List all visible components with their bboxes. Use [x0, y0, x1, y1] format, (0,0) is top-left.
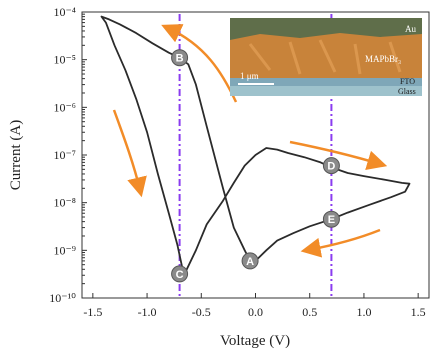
series-line — [100, 15, 411, 277]
x-tick-label: 0.0 — [248, 305, 263, 319]
y-tick-label: 10⁻⁹ — [53, 243, 76, 257]
inset-label-film: MAPbBr₃ — [365, 54, 401, 64]
x-ticks: -1.5 -1.0 -0.5 0.0 0.5 1.0 1.5 — [83, 293, 426, 319]
inset-glass-layer — [230, 86, 422, 96]
sweep-arrow — [112, 109, 147, 198]
y-tick-label: 10⁻⁶ — [53, 100, 76, 114]
y-tick-label: 10⁻⁷ — [53, 148, 76, 162]
x-tick-label: 0.5 — [302, 305, 317, 319]
inset-scale-label: 1 μm — [240, 71, 259, 81]
inset-label-fto: FTO — [400, 77, 415, 86]
marker-label: B — [176, 53, 184, 65]
x-tick-label: -1.0 — [138, 305, 157, 319]
y-tick-label: 10⁻⁸ — [53, 196, 76, 210]
marker-b — [171, 49, 189, 67]
marker-a — [241, 252, 259, 270]
x-tick-label: -1.5 — [83, 305, 102, 319]
marker-label: D — [327, 161, 335, 173]
y-axis-label: Current (A) — [8, 120, 24, 190]
sweep-arrow — [300, 228, 381, 258]
x-tick-label: 1.0 — [356, 305, 371, 319]
inset-au-layer — [230, 18, 422, 40]
point-markers: A B C D E — [171, 49, 340, 283]
inset-fto-layer — [230, 78, 422, 86]
marker-label: E — [328, 214, 335, 226]
iv-curve — [100, 15, 411, 277]
sweep-arrow — [289, 140, 388, 170]
y-ticks: 10⁻¹⁰ 10⁻⁹ 10⁻⁸ 10⁻⁷ 10⁻⁶ 10⁻⁵ 10⁻⁴ — [49, 5, 87, 305]
x-tick-label: 1.5 — [411, 305, 426, 319]
marker-e — [322, 210, 340, 228]
marker-label: C — [176, 269, 184, 281]
y-tick-label: 10⁻¹⁰ — [49, 291, 76, 305]
marker-d — [322, 157, 340, 175]
inset-film-texture — [248, 39, 402, 75]
sem-inset: 1 μm Au MAPbBr₃ FTO Glass — [230, 18, 422, 96]
inset-label-au: Au — [405, 24, 416, 34]
y-tick-label: 10⁻⁵ — [53, 53, 76, 67]
x-tick-label: -0.5 — [192, 305, 211, 319]
inset-label-glass: Glass — [398, 87, 416, 96]
marker-label: A — [246, 256, 254, 268]
y-tick-label: 10⁻⁴ — [53, 5, 76, 19]
x-axis-label: Voltage (V) — [220, 333, 290, 349]
marker-c — [171, 265, 189, 283]
